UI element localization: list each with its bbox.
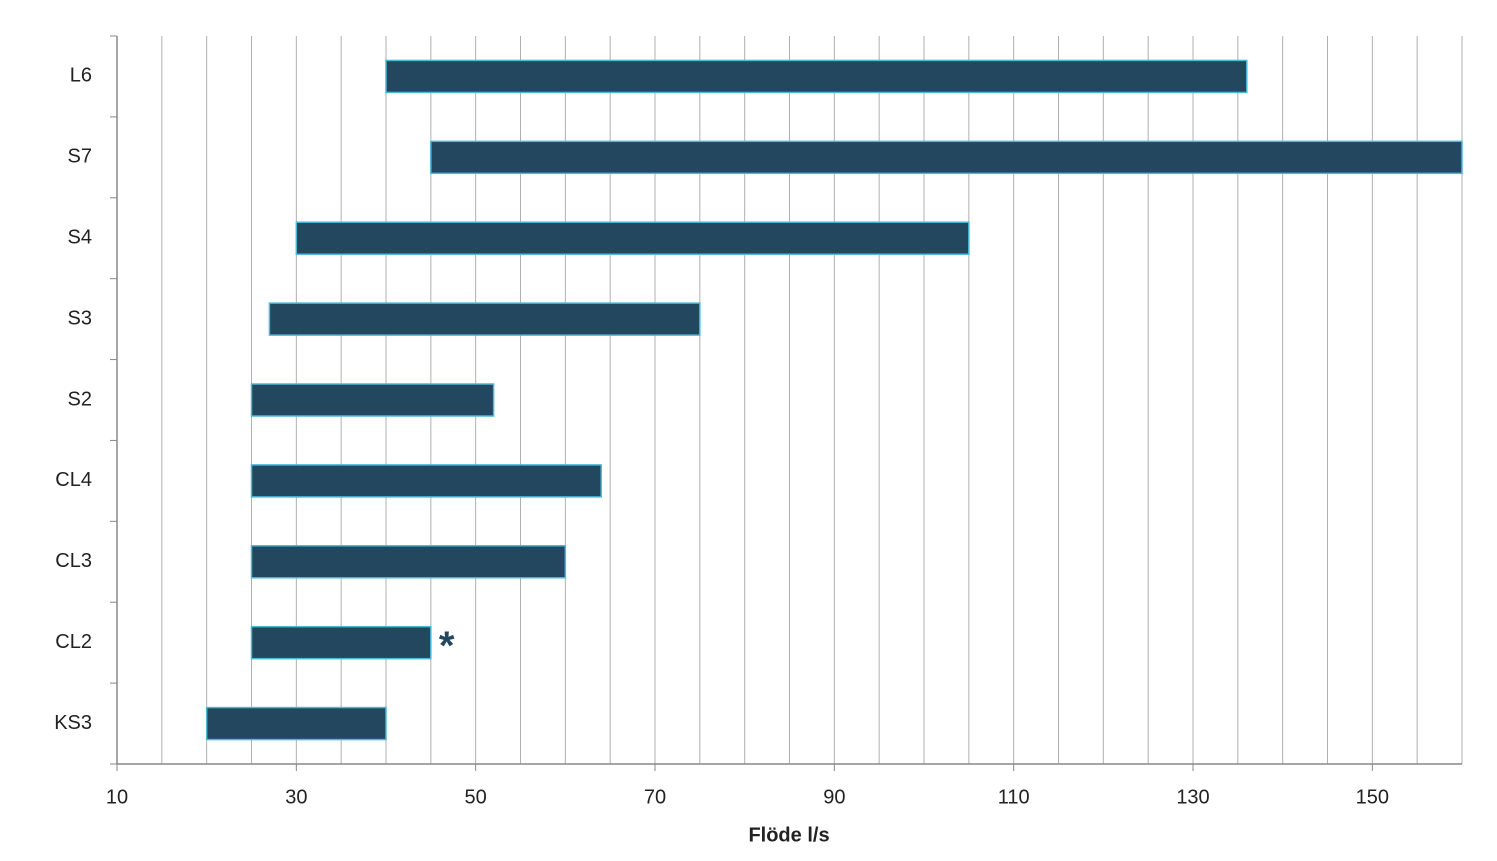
bar — [250, 464, 602, 498]
y-tick-label: CL3 — [55, 550, 92, 572]
y-tick-label: S2 — [68, 388, 92, 410]
bar — [430, 140, 1463, 175]
y-tick-label: KS3 — [54, 712, 92, 734]
y-tick-label: S4 — [68, 227, 92, 249]
x-tick-label: 50 — [465, 786, 487, 808]
y-tick-label: CL2 — [55, 631, 92, 653]
bar — [385, 59, 1248, 94]
x-tick-label: 70 — [644, 786, 666, 808]
x-tick-label: 150 — [1356, 786, 1389, 808]
bar — [295, 221, 970, 255]
x-tick-label: 90 — [823, 786, 845, 808]
y-tick-label: S3 — [68, 307, 92, 329]
x-tick-label: 10 — [106, 786, 128, 808]
y-tick-label: L6 — [70, 65, 92, 87]
x-tick-label: 30 — [285, 786, 307, 808]
bar — [250, 625, 432, 660]
x-axis-title: Flöde l/s — [748, 824, 829, 846]
x-tick-label: 130 — [1176, 786, 1209, 808]
bar — [205, 706, 387, 741]
x-tick-label: 110 — [998, 786, 1030, 808]
y-tick-label: CL4 — [55, 469, 92, 491]
y-tick-label: S7 — [68, 146, 92, 168]
bar — [268, 302, 701, 336]
annotation: * — [439, 624, 455, 668]
bar — [250, 545, 567, 579]
bar — [250, 383, 495, 417]
